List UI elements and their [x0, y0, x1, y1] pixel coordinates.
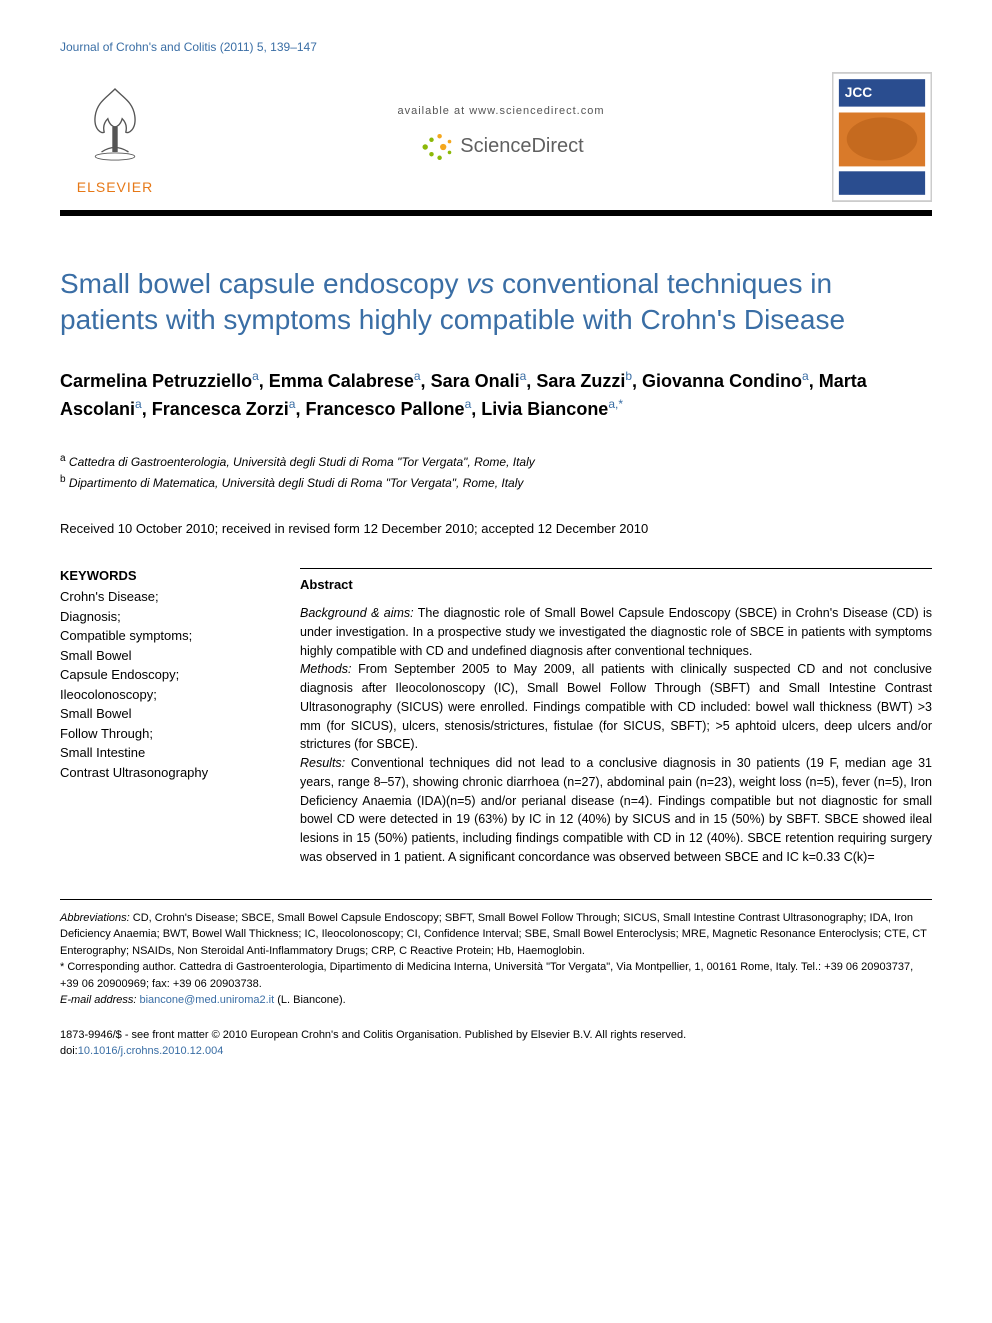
header-center: available at www.sciencedirect.com Scien…: [170, 105, 832, 170]
elsevier-logo: ELSEVIER: [60, 80, 170, 195]
abstract-methods-label: Methods:: [300, 662, 351, 676]
doi-line: doi:10.1016/j.crohns.2010.12.004: [60, 1043, 932, 1060]
keyword-line: Crohn's Disease;: [60, 587, 260, 607]
title-pre: Small bowel capsule endoscopy: [60, 268, 466, 299]
keyword-line: Small Bowel: [60, 646, 260, 666]
author: Emma Calabresea: [269, 371, 421, 391]
authors-list: Carmelina Petruzzielloa, Emma Calabresea…: [60, 367, 932, 423]
author: Sara Onalia: [431, 371, 527, 391]
elsevier-text: ELSEVIER: [60, 179, 170, 195]
sciencedirect-icon: [418, 129, 454, 165]
affiliations-list: a Cattedra di Gastroenterologia, Univers…: [60, 451, 932, 493]
keyword-line: Capsule Endoscopy;: [60, 665, 260, 685]
available-at-text: available at www.sciencedirect.com: [170, 105, 832, 117]
abbrev-text: CD, Crohn's Disease; SBCE, Small Bowel C…: [60, 912, 927, 957]
keyword-line: Follow Through;: [60, 724, 260, 744]
email-line: E-mail address: biancone@med.uniroma2.it…: [60, 992, 932, 1009]
author: Sara Zuzzib: [536, 371, 632, 391]
abstract-results-text: Conventional techniques did not lead to …: [300, 756, 932, 864]
keyword-line: Ileocolonoscopy;: [60, 685, 260, 705]
author: Livia Bianconea,*: [481, 399, 623, 419]
elsevier-tree-icon: [70, 80, 160, 170]
author: Francesca Zorzia: [152, 399, 296, 419]
keywords-column: KEYWORDS Crohn's Disease;Diagnosis;Compa…: [60, 568, 260, 867]
doi-label: doi:: [60, 1045, 78, 1057]
affiliation: a Cattedra di Gastroenterologia, Univers…: [60, 451, 932, 472]
affiliation: b Dipartimento di Matematica, Università…: [60, 472, 932, 493]
author: Francesco Pallonea: [306, 399, 472, 419]
issn-line: 1873-9946/$ - see front matter © 2010 Eu…: [60, 1027, 932, 1044]
abbrev-label: Abbreviations:: [60, 912, 130, 924]
email-suffix: (L. Biancone).: [274, 994, 346, 1006]
cover-title: JCC: [845, 85, 873, 100]
journal-reference: Journal of Crohn's and Colitis (2011) 5,…: [60, 40, 932, 54]
header-bar: ELSEVIER available at www.sciencedirect.…: [60, 72, 932, 216]
sciencedirect-text: ScienceDirect: [460, 135, 583, 158]
keywords-list: Crohn's Disease;Diagnosis;Compatible sym…: [60, 587, 260, 782]
abstract-bg-label: Background & aims:: [300, 606, 414, 620]
footer-block: Abbreviations: CD, Crohn's Disease; SBCE…: [60, 899, 932, 1009]
article-dates: Received 10 October 2010; received in re…: [60, 521, 932, 536]
abbreviations-line: Abbreviations: CD, Crohn's Disease; SBCE…: [60, 910, 932, 960]
doi-link[interactable]: 10.1016/j.crohns.2010.12.004: [78, 1045, 224, 1057]
abstract-text: Background & aims: The diagnostic role o…: [300, 604, 932, 867]
corr-label: * Corresponding author.: [60, 961, 179, 973]
email-link[interactable]: biancone@med.uniroma2.it: [139, 994, 274, 1006]
keywords-heading: KEYWORDS: [60, 568, 260, 583]
article-title: Small bowel capsule endoscopy vs convent…: [60, 266, 932, 339]
corr-text: Cattedra di Gastroenterologia, Dipartime…: [60, 961, 913, 990]
title-vs: vs: [466, 268, 494, 299]
keyword-line: Compatible symptoms;: [60, 626, 260, 646]
corresponding-author-line: * Corresponding author. Cattedra di Gast…: [60, 959, 932, 992]
copyright-block: 1873-9946/$ - see front matter © 2010 Eu…: [60, 1027, 932, 1060]
keyword-line: Small Bowel: [60, 704, 260, 724]
author: Giovanna Condinoa: [642, 371, 809, 391]
journal-cover-thumbnail: JCC: [832, 72, 932, 202]
abstract-results-label: Results:: [300, 756, 345, 770]
email-label: E-mail address:: [60, 994, 136, 1006]
sciencedirect-logo: ScienceDirect: [418, 129, 583, 165]
keyword-line: Diagnosis;: [60, 607, 260, 627]
abstract-column: Abstract Background & aims: The diagnost…: [300, 568, 932, 867]
content-row: KEYWORDS Crohn's Disease;Diagnosis;Compa…: [60, 568, 932, 867]
keyword-line: Contrast Ultrasonography: [60, 763, 260, 783]
author: Carmelina Petruzzielloa: [60, 371, 259, 391]
abstract-methods-text: From September 2005 to May 2009, all pat…: [300, 662, 932, 751]
abstract-heading: Abstract: [300, 577, 932, 592]
keyword-line: Small Intestine: [60, 743, 260, 763]
